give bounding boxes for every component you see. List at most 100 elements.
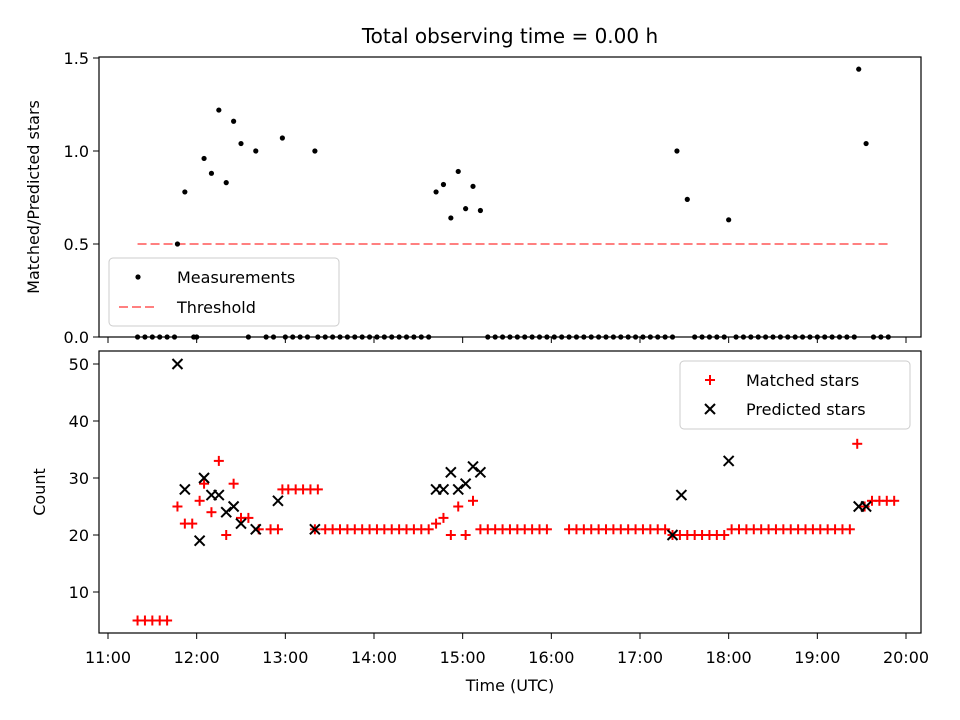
matched-star-point	[423, 524, 434, 535]
measurement-point	[312, 148, 318, 154]
predicted-star-point	[437, 483, 450, 496]
matched-star-point	[199, 478, 210, 489]
measurement-point	[433, 189, 439, 195]
matched-star-point	[445, 530, 456, 540]
matched-star-point	[438, 512, 449, 523]
predicted-star-point	[179, 483, 191, 496]
top-y-tick-label: 1.0	[64, 142, 89, 161]
predicted-star-point	[722, 455, 735, 467]
predicted-star-point	[272, 495, 284, 507]
bottom-y-tick-label: 40	[69, 412, 89, 431]
measurement-point	[726, 217, 732, 223]
legend-matched-label: Matched stars	[746, 371, 859, 390]
matched-star-point	[859, 501, 870, 512]
predicted-star-point	[220, 506, 232, 518]
matched-star-point	[272, 524, 283, 535]
bottom-plot-area: 11:00 12:00 13:00 14:00 15:00 16:00 17:00 18:00…	[69, 355, 929, 667]
bottom-legend-box	[679, 360, 911, 430]
legend-predicted-label: Predicted stars	[746, 400, 866, 419]
matched-star-point	[844, 524, 855, 535]
top-legend-box	[108, 257, 340, 327]
x-tick-label: 18:00	[706, 648, 752, 667]
predicted-star-point	[860, 500, 872, 513]
measurement-point	[279, 135, 285, 141]
legend-threshold-label: Threshold	[176, 298, 256, 317]
predicted-star-point	[193, 534, 206, 547]
bottom-y-tick-label: 20	[69, 526, 89, 545]
x-tick-label: 15:00	[440, 648, 486, 667]
predicted-star-point	[213, 489, 225, 501]
matched-star-point	[660, 524, 671, 535]
matched-star-point	[453, 501, 464, 512]
bottom-axes-frame	[98, 350, 922, 634]
top-y-axis-label: Matched/Predicted stars	[24, 100, 43, 294]
predicted-star-point	[198, 472, 210, 484]
bottom-y-tick-label: 50	[69, 355, 89, 374]
predicted-star-point	[445, 466, 457, 479]
measurement-point	[182, 189, 188, 195]
measurement-point	[201, 155, 207, 162]
measurement-point	[463, 206, 469, 212]
measurement-point	[231, 118, 237, 124]
top-legend: Measurements Threshold	[108, 257, 340, 327]
measurement-point	[253, 148, 259, 154]
legend-predicted-marker	[704, 403, 716, 415]
x-tick-label: 19:00	[794, 648, 840, 667]
chart-title: Total observing time = 0.00 h	[361, 24, 658, 48]
matched-star-point	[852, 438, 863, 449]
measurement-point	[684, 196, 690, 202]
measurement-point	[863, 140, 869, 147]
predicted-star-point	[666, 529, 679, 541]
matched-star-point	[468, 495, 479, 506]
matched-star-point	[312, 484, 323, 495]
measurement-point	[448, 215, 454, 221]
matched-star-point	[206, 507, 217, 518]
matched-star-point	[213, 455, 224, 466]
legend-measurements-label: Measurements	[177, 268, 295, 287]
bottom-y-axis-label: Count	[30, 468, 49, 516]
measurement-point	[477, 207, 483, 214]
legend-matched-marker	[705, 375, 715, 385]
matched-star-point	[431, 518, 442, 529]
predicted-star-point	[459, 477, 472, 490]
measurement-point	[440, 181, 447, 188]
x-tick-label: 14:00	[351, 648, 397, 667]
predicted-star-point	[171, 358, 184, 370]
bottom-y-tick-label: 10	[69, 583, 89, 602]
x-tick-label: 17:00	[617, 648, 663, 667]
x-tick-label: 11:00	[85, 648, 131, 667]
x-tick-label: 12:00	[174, 648, 220, 667]
top-y-tick-label: 0.5	[64, 235, 89, 254]
bottom-y-tick-label: 30	[69, 469, 89, 488]
legend-measurement-marker	[135, 274, 141, 280]
matched-star-point	[194, 495, 205, 506]
x-tick-label: 20:00	[883, 648, 929, 667]
predicted-star-point	[675, 489, 688, 501]
measurement-point	[174, 241, 181, 247]
predicted-star-point	[227, 500, 240, 513]
x-tick-label: 16:00	[528, 648, 574, 667]
measurement-point	[674, 148, 680, 154]
matched-star-point	[243, 512, 254, 523]
top-panel: Total observing time = 0.00 h 0.0 0.5 1.0 1…	[24, 24, 922, 347]
x-axis-label: Time (UTC)	[465, 676, 554, 695]
measurement-point	[216, 107, 222, 113]
matched-star-point	[460, 530, 471, 540]
matched-star-point	[187, 518, 198, 529]
matched-star-point	[541, 524, 552, 535]
matched-star-point	[221, 530, 232, 540]
predicted-star-point	[250, 523, 262, 536]
matched-star-point	[228, 478, 239, 489]
measurement-point	[208, 170, 215, 176]
predicted-star-point	[452, 483, 464, 496]
matched-star-point	[172, 501, 183, 512]
measurement-point	[223, 180, 229, 186]
bottom-legend: Matched stars Predicted stars	[679, 360, 911, 430]
top-y-tick-label: 0.0	[64, 328, 89, 347]
top-axes-frame	[98, 56, 922, 338]
measurement-point	[455, 168, 461, 175]
bottom-panel: 11:00 12:00 13:00 14:00 15:00 16:00 17:00 18:00…	[30, 350, 929, 695]
matched-star-point	[719, 530, 730, 540]
measurement-point	[470, 183, 476, 189]
